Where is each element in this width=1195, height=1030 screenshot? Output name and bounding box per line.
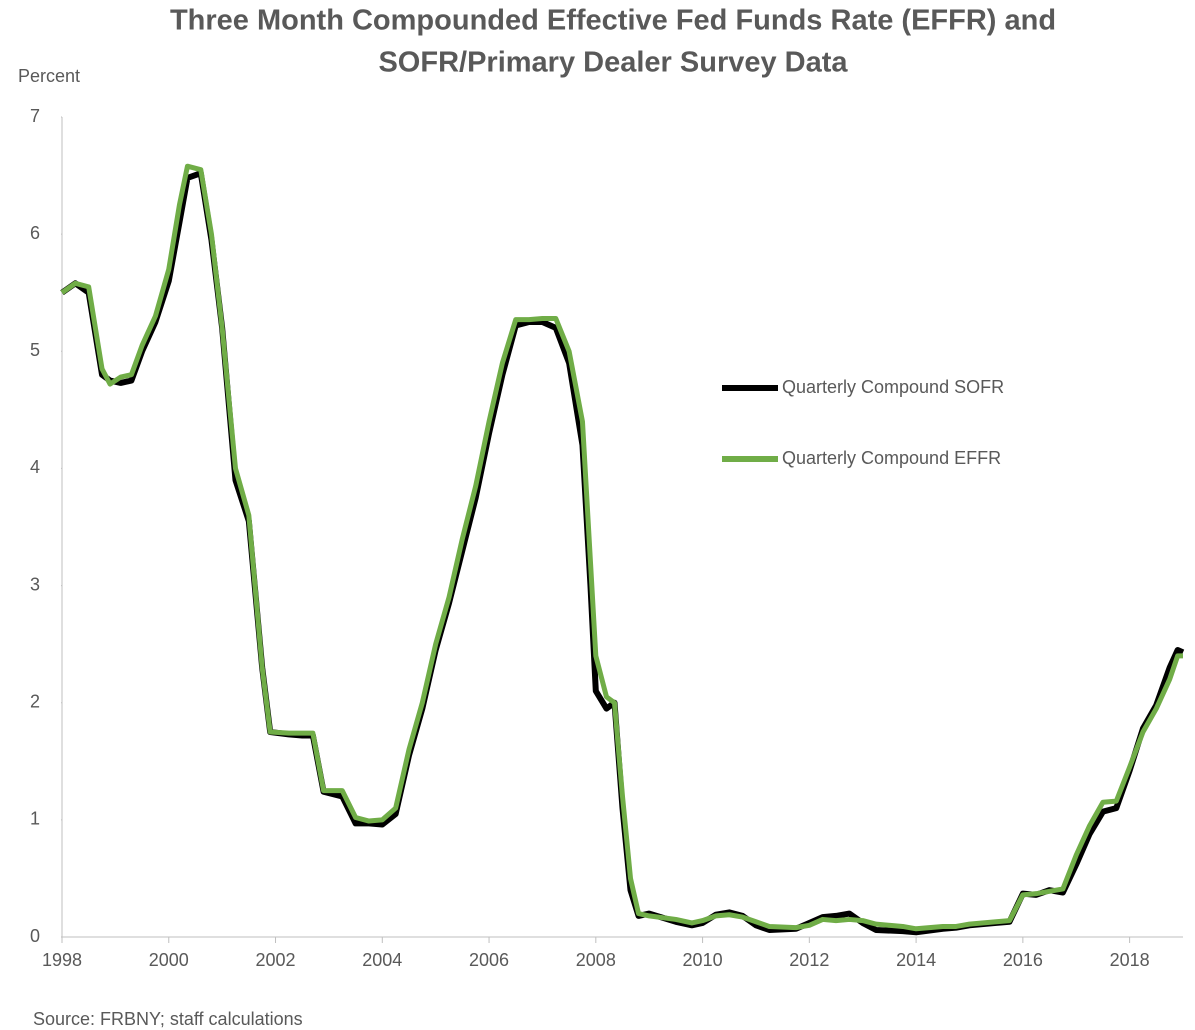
legend-label: Quarterly Compound EFFR xyxy=(782,448,1001,468)
y-tick-label: 6 xyxy=(30,223,40,243)
x-tick-label: 2010 xyxy=(683,950,723,970)
x-tick-label: 2012 xyxy=(789,950,829,970)
y-tick-label: 5 xyxy=(30,340,40,360)
y-tick-label: 3 xyxy=(30,574,40,594)
y-tick-label: 0 xyxy=(30,926,40,946)
legend-label: Quarterly Compound SOFR xyxy=(782,377,1004,397)
y-tick-label: 2 xyxy=(30,691,40,711)
y-axis-label: Percent xyxy=(18,66,80,86)
series-line xyxy=(60,163,1183,932)
y-tick-label: 7 xyxy=(30,106,40,126)
x-tick-label: 2014 xyxy=(896,950,936,970)
chart-title: SOFR/Primary Dealer Survey Data xyxy=(378,47,848,79)
source-note: Source: FRBNY; staff calculations xyxy=(33,1009,303,1029)
x-tick-label: 2018 xyxy=(1110,950,1150,970)
chart-title: Three Month Compounded Effective Fed Fun… xyxy=(170,5,1056,37)
x-tick-label: 2002 xyxy=(256,950,296,970)
y-tick-label: 1 xyxy=(30,809,40,829)
x-tick-label: 2000 xyxy=(149,950,189,970)
x-tick-label: 2016 xyxy=(1003,950,1043,970)
x-tick-label: 2004 xyxy=(362,950,402,970)
y-tick-label: 4 xyxy=(30,457,40,477)
x-tick-label: 2008 xyxy=(576,950,616,970)
x-tick-label: 1998 xyxy=(42,950,82,970)
x-tick-label: 2006 xyxy=(469,950,509,970)
